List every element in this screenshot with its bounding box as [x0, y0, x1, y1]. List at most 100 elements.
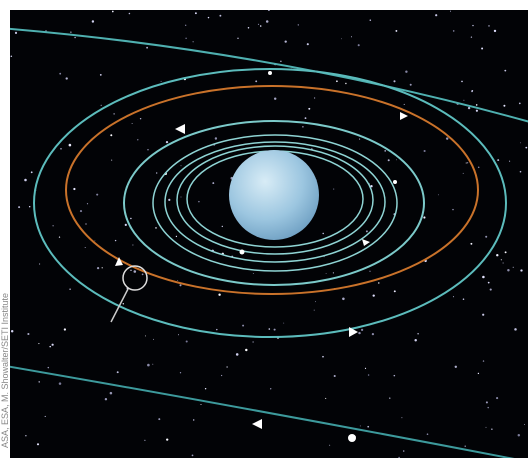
star — [207, 16, 210, 19]
star — [485, 235, 488, 238]
star — [297, 24, 299, 26]
star — [332, 272, 334, 274]
star — [192, 41, 194, 43]
star — [122, 303, 125, 305]
star — [255, 80, 258, 83]
star — [74, 36, 76, 39]
star — [131, 122, 133, 124]
star — [185, 24, 187, 26]
star — [322, 232, 324, 235]
star — [464, 445, 466, 447]
star — [359, 138, 361, 140]
star — [488, 25, 490, 27]
star — [58, 382, 62, 385]
star — [198, 200, 200, 203]
star — [417, 333, 419, 335]
star — [130, 217, 132, 220]
star — [329, 444, 331, 446]
star — [51, 343, 54, 346]
star — [467, 106, 471, 110]
moons — [239, 71, 397, 442]
star — [512, 266, 514, 268]
star — [395, 29, 398, 32]
star — [137, 139, 139, 141]
star — [185, 37, 187, 39]
star — [387, 159, 390, 162]
star — [333, 374, 336, 378]
star — [359, 425, 361, 427]
star — [10, 55, 13, 58]
star — [192, 419, 195, 421]
star — [482, 313, 485, 316]
star — [475, 109, 478, 112]
star — [502, 262, 504, 264]
star — [509, 160, 511, 162]
star — [101, 267, 103, 269]
star — [265, 20, 269, 23]
star — [179, 284, 182, 287]
star — [465, 162, 467, 164]
star — [25, 435, 27, 437]
star — [69, 288, 71, 291]
star — [372, 294, 375, 297]
star — [481, 47, 484, 50]
star — [393, 374, 396, 377]
star — [63, 328, 67, 331]
star — [73, 187, 76, 191]
star — [487, 406, 489, 409]
star — [393, 290, 396, 293]
star — [452, 296, 455, 298]
star — [38, 343, 40, 345]
orbit — [33, 68, 507, 338]
star — [405, 70, 408, 73]
star — [177, 334, 180, 336]
star — [165, 140, 169, 144]
star — [133, 270, 137, 273]
star — [139, 117, 142, 120]
star — [110, 134, 113, 137]
star — [284, 40, 287, 43]
star — [235, 353, 239, 356]
star — [364, 367, 367, 369]
star — [283, 322, 285, 324]
star — [423, 149, 426, 153]
star — [114, 239, 117, 242]
star — [507, 268, 510, 272]
star — [153, 338, 155, 340]
star — [168, 198, 171, 202]
star — [452, 208, 454, 211]
star — [252, 341, 254, 343]
star — [396, 159, 398, 161]
star — [100, 104, 102, 106]
star — [216, 328, 218, 331]
star — [308, 107, 311, 110]
star — [84, 247, 86, 248]
star — [360, 328, 364, 332]
star — [218, 293, 221, 296]
star — [180, 165, 182, 167]
star — [104, 398, 108, 401]
neptune — [229, 150, 319, 240]
star — [180, 196, 182, 198]
neptune-orbits-image — [10, 10, 528, 458]
star — [237, 37, 239, 39]
orbit — [152, 134, 398, 272]
star — [325, 397, 327, 399]
star — [111, 159, 113, 161]
star — [220, 374, 223, 377]
star — [177, 279, 179, 281]
star — [426, 433, 429, 436]
star — [247, 26, 250, 29]
star — [221, 225, 223, 228]
orange-orbit — [65, 85, 479, 295]
star — [487, 281, 490, 284]
star — [435, 14, 438, 17]
star — [85, 223, 87, 225]
star — [341, 38, 342, 40]
star — [155, 227, 157, 229]
star — [322, 355, 324, 358]
orbits — [10, 27, 528, 458]
star — [30, 171, 33, 174]
star — [128, 12, 131, 15]
